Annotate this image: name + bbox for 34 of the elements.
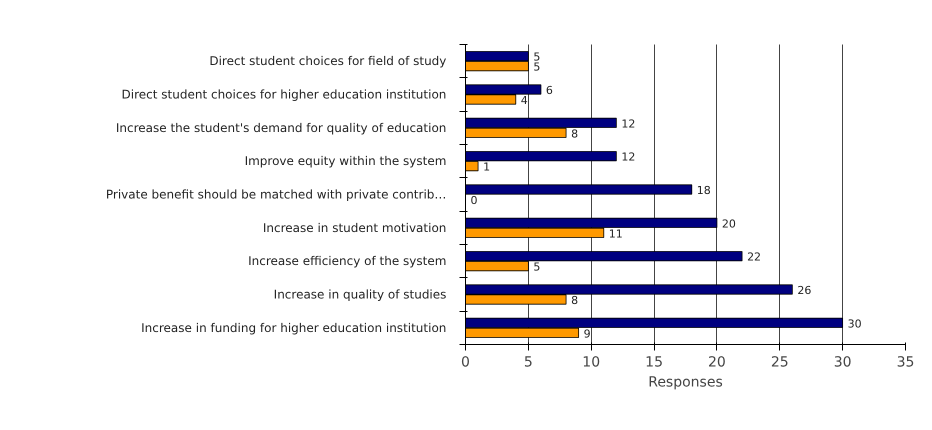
data-label: 11 — [608, 227, 623, 240]
x-axis-title: Responses — [648, 374, 723, 390]
data-label: 4 — [520, 94, 528, 107]
data-label: 1 — [483, 160, 490, 174]
x-tick-label: 10 — [582, 354, 600, 370]
data-label: 18 — [696, 184, 711, 197]
data-label: 22 — [747, 250, 762, 264]
data-label: 12 — [621, 150, 636, 164]
data-label: 6 — [546, 84, 553, 97]
data-label: 12 — [621, 117, 636, 130]
x-tick-label: 30 — [834, 354, 852, 370]
x-tick-label: 25 — [770, 354, 789, 370]
y-tick-label: Direct student choices for higher education institution — [122, 88, 446, 102]
y-tick-label: Increase the student's demand for quality of education — [116, 120, 446, 135]
data-label: 20 — [722, 217, 736, 230]
y-tick-label: Direct student choices for field of study — [209, 54, 446, 68]
x-tick-label: 5 — [524, 354, 533, 370]
data-label: 0 — [470, 194, 478, 207]
y-tick-label: Improve equity within the system — [244, 154, 446, 168]
y-tick-label: Increase in funding for higher education institution — [141, 320, 446, 335]
x-tick-label: 15 — [645, 354, 663, 370]
data-label: 5 — [533, 260, 540, 274]
y-tick-label: Increase efficiency of the system — [248, 254, 446, 268]
data-label: 30 — [848, 317, 862, 330]
y-tick-label: Private benefit should be matched with private contrib… — [106, 188, 446, 202]
data-label: 8 — [571, 294, 578, 307]
y-tick-label: Increase in student motivation — [262, 220, 446, 235]
x-tick-label: 35 — [896, 354, 914, 370]
x-tick-label: 20 — [708, 354, 726, 370]
y-tick-label: Increase in quality of studies — [274, 288, 446, 302]
data-label: 8 — [571, 127, 578, 140]
data-label: 26 — [797, 284, 812, 297]
data-label: 9 — [584, 327, 591, 340]
x-tick-label: 0 — [461, 354, 470, 370]
